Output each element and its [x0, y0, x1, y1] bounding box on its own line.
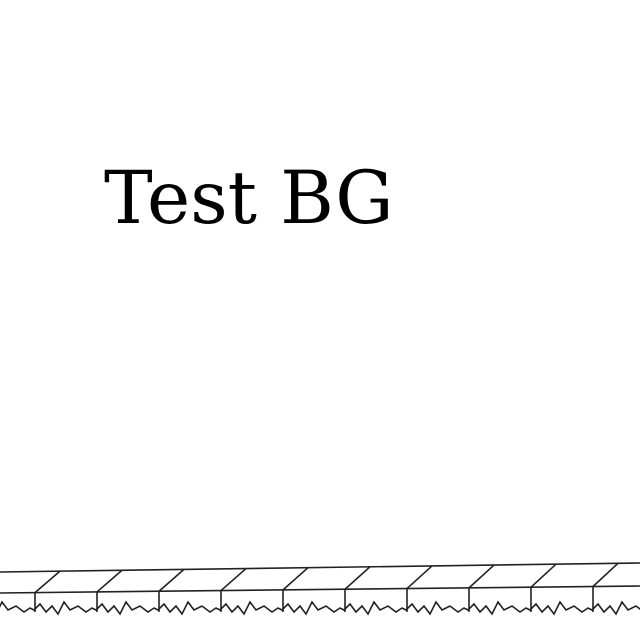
ground-top-edge — [0, 563, 640, 593]
ground-grass-edge — [0, 585, 640, 614]
ground-tile-dividers — [35, 562, 640, 592]
scene-title: Test BG — [104, 162, 394, 235]
